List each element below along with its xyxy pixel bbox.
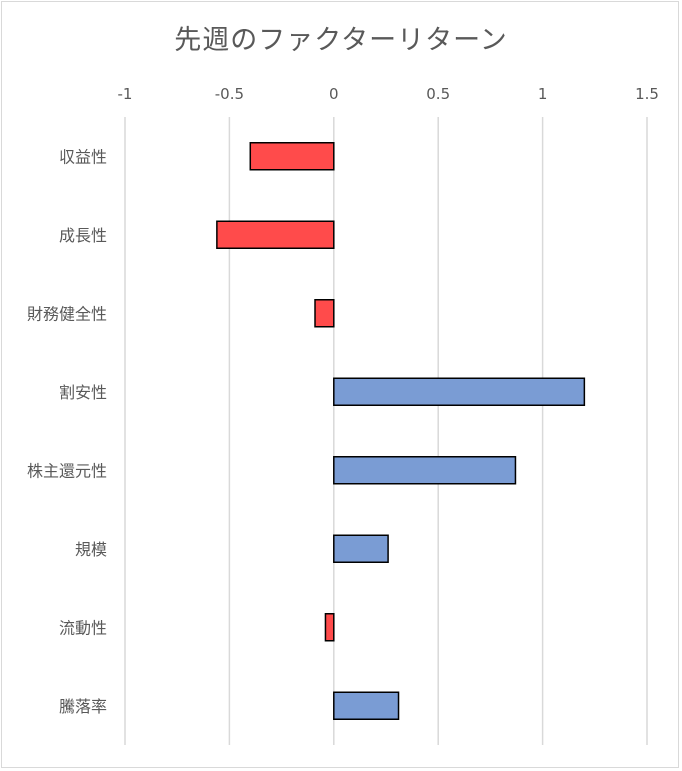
x-tick-label: -1 [118, 85, 133, 103]
category-label: 流動性 [59, 618, 107, 637]
x-tick-label: -0.5 [215, 85, 244, 103]
bar [216, 220, 335, 249]
chart-title: 先週のファクターリターン [174, 25, 508, 56]
bar [333, 534, 389, 563]
category-label: 成長性 [59, 226, 107, 245]
category-label: 騰落率 [59, 697, 107, 716]
category-label: 株主還元性 [27, 461, 107, 480]
x-tick-label: 1.5 [635, 85, 659, 103]
x-tick-label: 0.5 [426, 85, 450, 103]
bar [333, 691, 400, 720]
category-label: 割安性 [59, 383, 107, 402]
bar [324, 613, 335, 642]
bar [314, 299, 335, 328]
x-tick-label: 1 [538, 85, 548, 103]
category-label: 財務健全性 [27, 304, 107, 323]
bar [333, 456, 517, 485]
bar [333, 377, 586, 406]
bar [249, 142, 335, 171]
category-label: 規模 [75, 540, 107, 559]
category-label: 収益性 [59, 147, 107, 166]
x-tick-label: 0 [329, 85, 339, 103]
